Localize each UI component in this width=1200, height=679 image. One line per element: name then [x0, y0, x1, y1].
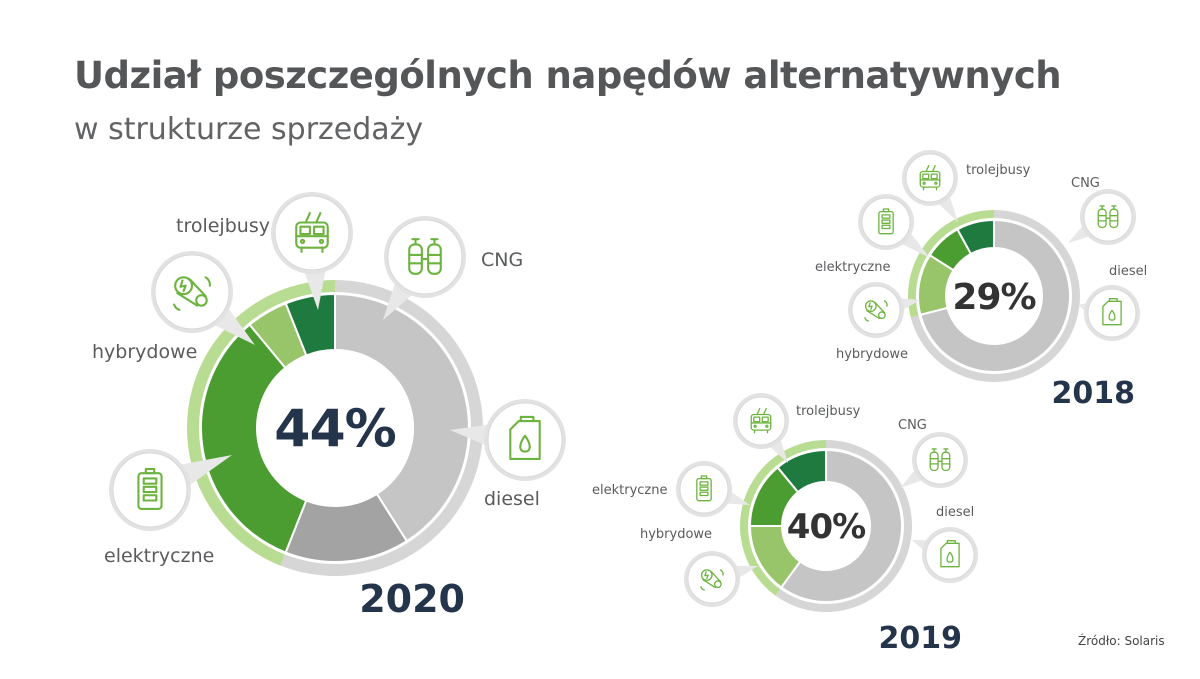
- bubble-electric-2019: [676, 461, 750, 517]
- hybrid-engine-icon: [700, 569, 724, 591]
- hybrid-engine-icon: [173, 276, 211, 311]
- year-label-2018: 2018: [1052, 376, 1136, 411]
- bubble-diesel-2018: [1078, 285, 1140, 341]
- chart-subtitle: w strukturze sprzedaży: [74, 112, 424, 147]
- label-diesel-2019: diesel: [936, 505, 974, 520]
- segment-hybrid-2019: [748, 525, 802, 589]
- bubble-cng-2019: [900, 432, 968, 488]
- fuel-canister-icon: [509, 415, 541, 460]
- label-hybrid-2019: hybrydowe: [640, 527, 712, 542]
- source-note: Źródło: Solaris: [1078, 634, 1165, 648]
- bubble-cng-2018: [1068, 189, 1136, 245]
- bubble-cng-2020: [383, 216, 466, 320]
- outer-ring-2018: [908, 210, 1081, 382]
- label-electric-2018: elektryczne: [815, 260, 890, 275]
- bubble-diesel-2019: [912, 527, 978, 583]
- outer-ring-alternative-2018: [908, 210, 994, 318]
- chart-title: Udział poszczególnych napędów alternatyw…: [74, 54, 1062, 97]
- year-label-2020: 2020: [359, 577, 465, 621]
- label-trolleybus-2019: trolejbusy: [796, 404, 861, 419]
- segment-cng-2020: [284, 492, 409, 563]
- trolleybus-icon: [750, 407, 772, 434]
- fuel-canister-icon: [940, 540, 960, 568]
- label-hybrid-2018: hybrydowe: [836, 347, 908, 362]
- gas-cylinder-icon: [408, 238, 442, 275]
- hybrid-engine-icon: [864, 300, 888, 322]
- donut-center-2019: [782, 482, 870, 570]
- year-label-2019: 2019: [879, 621, 963, 656]
- label-cng-2019: CNG: [898, 418, 927, 433]
- fuel-canister-icon: [1102, 298, 1122, 326]
- outer-ring-conventional-2019: [775, 440, 913, 612]
- bubble-hybrid-2020: [151, 251, 255, 345]
- donut-center-2018: [946, 248, 1042, 344]
- battery-icon: [696, 475, 712, 502]
- outer-ring-2019: [739, 440, 913, 612]
- label-electric-2020: elektryczne: [104, 545, 214, 567]
- label-diesel-2018: diesel: [1109, 264, 1147, 279]
- trolleybus-icon: [919, 164, 941, 191]
- bubble-diesel-2020: [450, 399, 566, 481]
- gas-cylinder-icon: [929, 448, 951, 472]
- bubble-trolleybus-2020: [271, 192, 353, 310]
- gas-cylinder-icon: [1097, 205, 1119, 229]
- bubble-hybrid-2018: [848, 282, 920, 338]
- label-diesel-2020: diesel: [484, 488, 540, 510]
- bubble-electric-2020: [109, 449, 232, 531]
- outer-ring-alternative-2019: [739, 440, 826, 596]
- center-percent-2019: 40%: [787, 507, 865, 547]
- center-percent-2018: 29%: [952, 277, 1035, 318]
- bubble-electric-2018: [858, 194, 930, 258]
- label-hybrid-2020: hybrydowe: [92, 341, 197, 363]
- bubble-trolleybus-2018: [902, 150, 958, 222]
- battery-icon: [878, 208, 894, 235]
- battery-icon: [137, 467, 163, 510]
- label-electric-2019: elektryczne: [592, 483, 667, 498]
- bubble-trolleybus-2019: [733, 393, 789, 463]
- donut-center-2020: [257, 350, 413, 506]
- label-cng-2020: CNG: [481, 249, 523, 271]
- label-trolleybus-2020: trolejbusy: [176, 215, 270, 237]
- trolleybus-icon: [295, 212, 329, 253]
- bubble-hybrid-2019: [684, 551, 758, 607]
- center-percent-2020: 44%: [274, 400, 395, 460]
- label-cng-2018: CNG: [1071, 176, 1100, 191]
- label-trolleybus-2018: trolejbusy: [966, 163, 1031, 178]
- segment-electric-2019: [748, 466, 800, 527]
